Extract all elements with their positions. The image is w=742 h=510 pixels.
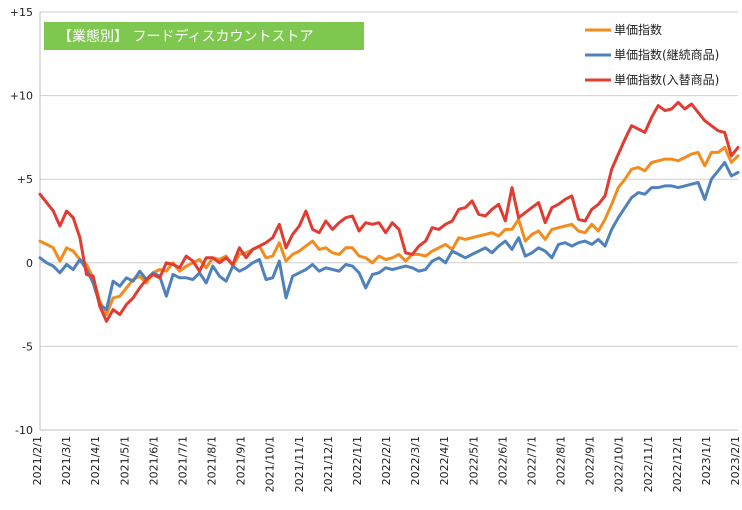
x-tick-label: 2021/10/1 bbox=[264, 436, 277, 492]
x-tick-label: 2023/2/1 bbox=[729, 436, 742, 485]
title-background bbox=[44, 22, 364, 50]
x-tick-label: 2021/7/1 bbox=[176, 436, 189, 485]
x-tick-label: 2022/1/1 bbox=[351, 436, 364, 485]
x-tick-label: 2021/2/1 bbox=[31, 436, 44, 485]
x-tick-label: 2022/10/1 bbox=[613, 436, 626, 492]
x-tick-label: 2022/2/1 bbox=[380, 436, 393, 485]
x-tick-label: 2022/9/1 bbox=[584, 436, 597, 485]
series-line bbox=[38, 145, 740, 317]
chart-title: 【業態別】 フードディスカウントストア bbox=[58, 28, 313, 45]
x-tick-label: 2022/4/1 bbox=[438, 436, 451, 485]
y-tick-label: +15 bbox=[10, 6, 33, 19]
chart-title-box: 【業態別】 フードディスカウントストア bbox=[44, 22, 364, 50]
x-tick-label: 2021/12/1 bbox=[322, 436, 335, 492]
x-tick-label: 2022/12/1 bbox=[671, 436, 684, 492]
x-tick-label: 2022/7/1 bbox=[525, 436, 538, 485]
legend-label: 単価指数(入替商品) bbox=[614, 72, 719, 87]
x-tick-label: 2021/4/1 bbox=[89, 436, 102, 485]
x-tick-label: 2023/1/1 bbox=[700, 436, 713, 485]
x-tick-label: 2022/11/1 bbox=[642, 436, 655, 492]
y-tick-label: +10 bbox=[10, 90, 33, 103]
y-tick-label: -10 bbox=[15, 424, 33, 437]
y-axis-tick-labels: -10 -5 0 +5 +10 +15 bbox=[10, 6, 33, 437]
x-tick-label: 2021/9/1 bbox=[235, 436, 248, 485]
x-tick-label: 2021/6/1 bbox=[147, 436, 160, 485]
y-tick-label: 0 bbox=[26, 257, 33, 270]
x-tick-label: 2022/6/1 bbox=[496, 436, 509, 485]
y-tick-label: +5 bbox=[17, 173, 33, 186]
x-tick-label: 2021/5/1 bbox=[118, 436, 131, 485]
x-tick-label: 2022/3/1 bbox=[409, 436, 422, 485]
series-lines bbox=[38, 100, 740, 323]
y-tick-label: -5 bbox=[22, 340, 33, 353]
x-tick-label: 2021/11/1 bbox=[293, 436, 306, 492]
x-tick-label: 2021/3/1 bbox=[60, 436, 73, 485]
series-line bbox=[38, 161, 740, 312]
x-tick-label: 2022/8/1 bbox=[555, 436, 568, 485]
x-tick-label: 2022/5/1 bbox=[467, 436, 480, 485]
legend-label: 単価指数(継続商品) bbox=[614, 47, 719, 62]
gridlines bbox=[39, 11, 738, 431]
x-axis-tick-labels: 2021/2/1 2021/3/1 2021/4/1 2021/5/1 2021/6/1… bbox=[31, 436, 742, 492]
series-line bbox=[38, 100, 740, 323]
legend-label: 単価指数 bbox=[614, 22, 662, 37]
x-tick-label: 2021/8/1 bbox=[206, 436, 219, 485]
